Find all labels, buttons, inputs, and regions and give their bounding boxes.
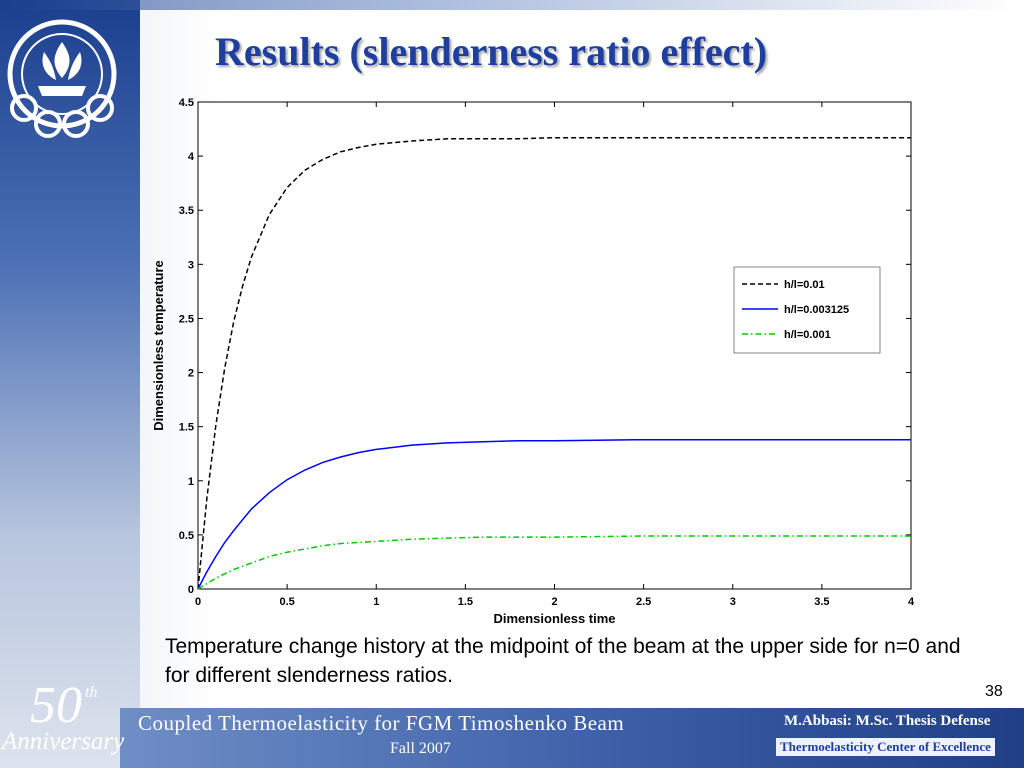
x-tick-label: 3.5	[814, 596, 829, 608]
line-chart: 0 0.5 1 1.5 2 2.5 3 3.5 4 0 0.5 1 1.5 2 2.5 3 3.5 4 4.5 Dim…	[151, 97, 915, 626]
x-tick-label: 1.5	[458, 596, 473, 608]
x-tick-label: 2	[551, 596, 557, 608]
x-tick-label: 2.5	[636, 596, 651, 608]
x-tick-label: 0.5	[279, 596, 294, 608]
anniversary-number: 50	[30, 677, 82, 734]
y-tick-label: 0.5	[179, 530, 194, 542]
footer-date: Fall 2007	[390, 740, 451, 757]
footer-title: Coupled Thermoelasticity for FGM Timoshe…	[138, 711, 625, 735]
footer-center-name: Thermoelasticity Center of Excellence	[776, 738, 995, 756]
series-line-2	[197, 438, 911, 590]
x-tick-label: 4	[908, 596, 915, 608]
top-decor-band	[0, 0, 1024, 10]
x-tick-label: 0	[195, 596, 201, 608]
y-tick-label: 2	[188, 368, 194, 380]
y-tick-label: 2.5	[179, 313, 194, 325]
footer-author: M.Abbasi: M.Sc. Thesis Defense	[784, 713, 991, 729]
x-tick-label: 1	[373, 596, 379, 608]
legend-label: h/l=0.001	[784, 329, 831, 341]
y-tick-label: 4.5	[179, 97, 194, 109]
y-tick-label: 3.5	[179, 205, 194, 217]
university-logo-icon	[7, 19, 117, 138]
y-axis-label: Dimensionless temperature	[151, 260, 166, 431]
x-axis-label: Dimensionless time	[493, 611, 615, 626]
y-tick-label: 3	[188, 259, 194, 271]
page-number: 38	[985, 683, 1003, 700]
x-tick-label: 3	[730, 596, 736, 608]
series-line-1	[197, 136, 911, 590]
series-line-3	[197, 535, 911, 590]
y-tick-label: 4	[188, 151, 195, 163]
y-tick-label: 1.5	[179, 422, 194, 434]
slide-title: Results (slenderness ratio effect)	[215, 29, 768, 74]
figure-caption: Temperature change history at the midpoi…	[165, 635, 961, 687]
left-decor-band	[0, 0, 140, 768]
anniversary-word: Anniversary	[2, 728, 125, 755]
y-tick-label: 0	[188, 584, 194, 596]
legend-label: h/l=0.01	[784, 279, 825, 291]
y-tick-label: 1	[188, 476, 194, 488]
legend-box	[733, 266, 881, 354]
legend-label: h/l=0.003125	[784, 304, 849, 316]
anniversary-suffix: th	[85, 684, 98, 701]
